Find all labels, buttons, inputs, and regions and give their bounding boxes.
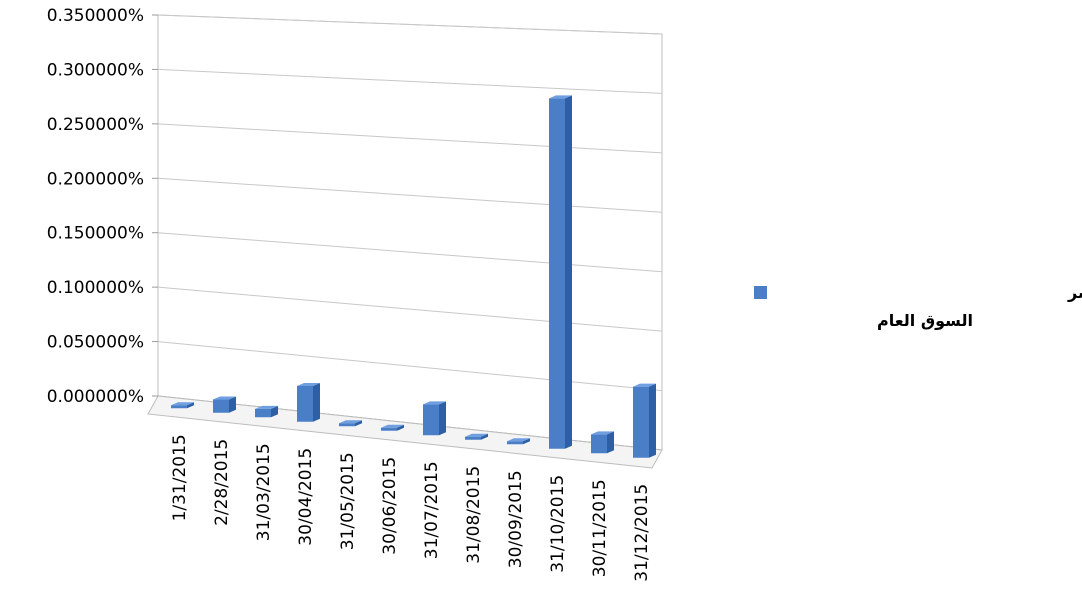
- bar: [255, 408, 271, 418]
- bar-side: [313, 382, 320, 422]
- bar-side: [607, 431, 614, 454]
- y-tick-label: 0.100000%: [47, 278, 144, 298]
- x-tick-label: 31/07/2015: [422, 461, 442, 559]
- x-tick-label: 2/28/2015: [212, 439, 232, 526]
- legend: مقارنة تداول سهم الخزنة / مؤشر السوق الع…: [754, 283, 1082, 330]
- bar-side: [355, 420, 362, 427]
- y-axis-ticks: 0.000000% 0.050000% 0.100000% 0.150000% 0.20…: [47, 6, 158, 407]
- y-tick-label: 0.150000%: [47, 224, 144, 244]
- bar: [381, 427, 397, 431]
- bar: [339, 423, 355, 427]
- y-tick-label: 0.300000%: [47, 60, 144, 80]
- bar-top: [465, 433, 488, 437]
- gridline: [157, 232, 663, 273]
- x-tick-label: 31/12/2015: [632, 484, 652, 582]
- x-tick-label: 31/08/2015: [464, 466, 484, 564]
- gridlines: [157, 14, 663, 451]
- bar-side: [229, 396, 236, 413]
- x-tick-label: 30/11/2015: [590, 479, 610, 577]
- bar: [507, 441, 523, 445]
- x-tick-label: 1/31/2015: [170, 434, 190, 521]
- gridline: [157, 14, 663, 35]
- bar-top: [507, 438, 530, 442]
- legend-swatch: [754, 286, 767, 299]
- bar-top: [423, 401, 446, 405]
- gridline: [157, 123, 663, 154]
- x-axis-ticks: 1/31/2015 2/28/2015 31/03/2015 30/04/2015 31…: [170, 434, 652, 581]
- x-tick-label: 30/04/2015: [296, 448, 316, 546]
- y-tick-label: 0.200000%: [47, 169, 144, 189]
- bar-top: [549, 95, 572, 99]
- bar-top: [591, 431, 614, 435]
- bar-side: [271, 405, 278, 418]
- bar-side: [649, 383, 656, 458]
- bar: [465, 436, 481, 440]
- bar: [297, 385, 313, 422]
- bar-side: [523, 438, 530, 445]
- bar-side: [187, 402, 194, 409]
- chart-back-wall: [157, 14, 663, 451]
- gridline: [157, 177, 663, 213]
- x-tick-label: 31/10/2015: [548, 475, 568, 573]
- gridline: [157, 286, 663, 332]
- x-tick-label: 31/05/2015: [338, 452, 358, 550]
- gridline: [157, 341, 663, 392]
- y-tick-label: 0.050000%: [47, 333, 144, 353]
- bar: [171, 405, 187, 409]
- bar-top: [297, 382, 320, 386]
- x-tick-label: 30/09/2015: [506, 470, 526, 568]
- legend-label-line2: السوق العام: [877, 311, 973, 330]
- bar-side: [439, 401, 446, 436]
- bar-top: [171, 402, 194, 406]
- gridline: [157, 68, 663, 94]
- bar-side: [397, 424, 404, 431]
- bar-side: [565, 95, 572, 449]
- back-wall-frame: [157, 14, 663, 451]
- bar: [213, 399, 229, 413]
- y-tick-label: 0.250000%: [47, 115, 144, 135]
- bar-top: [255, 405, 278, 409]
- bar-top: [339, 420, 362, 424]
- bars: [171, 95, 656, 458]
- bar-top: [213, 396, 236, 400]
- bar: [423, 404, 439, 436]
- y-tick-label: 0.350000%: [47, 6, 144, 26]
- y-tick-label: 0.000000%: [47, 387, 144, 407]
- x-tick-label: 30/06/2015: [380, 457, 400, 555]
- bar-top: [381, 424, 404, 428]
- bar: [591, 434, 607, 454]
- legend-label-line1: مقارنة تداول سهم الخزنة / مؤشر: [1067, 283, 1082, 302]
- x-tick-label: 31/03/2015: [254, 443, 274, 541]
- bar: [633, 386, 649, 458]
- bar-top: [633, 383, 656, 387]
- bar: [549, 98, 565, 449]
- bar-side: [481, 433, 488, 440]
